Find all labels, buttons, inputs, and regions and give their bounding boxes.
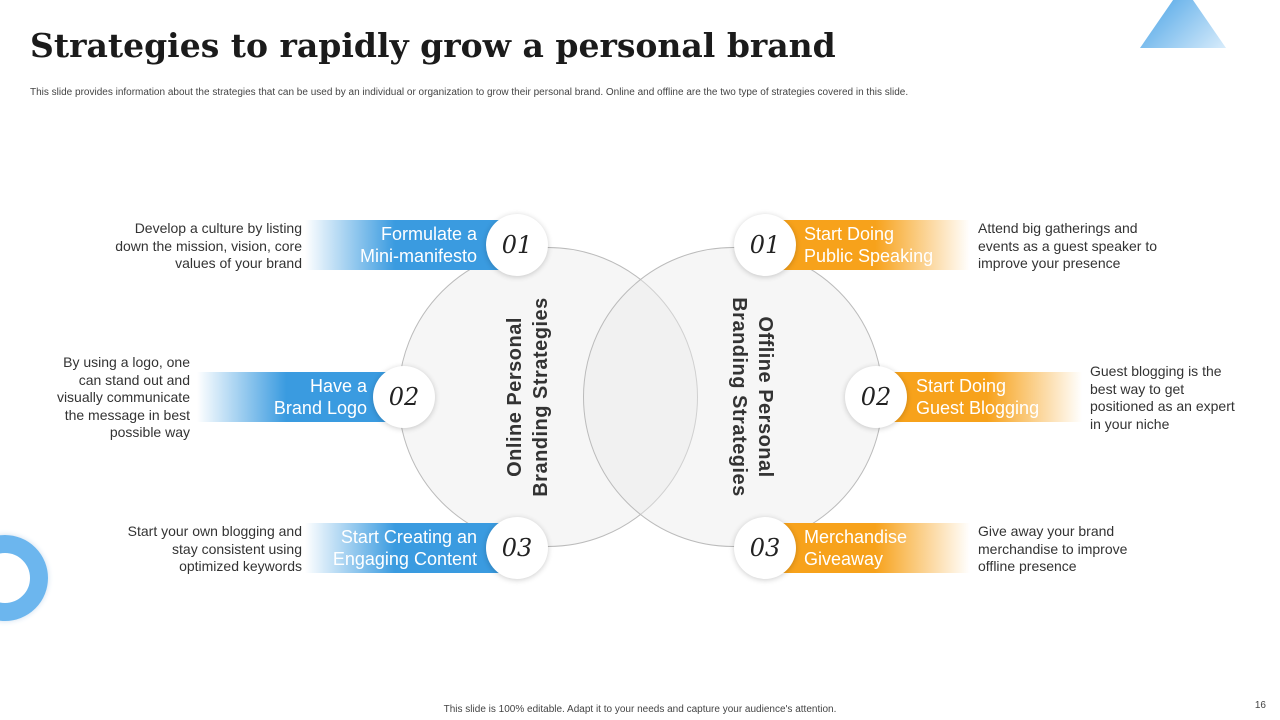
online-item-2-label: Have a Brand Logo <box>197 372 395 422</box>
online-item-1-desc: Develop a culture by listing down the mi… <box>115 220 302 271</box>
online-item-3-label: Start Creating an Engaging Content <box>305 523 505 573</box>
decorative-ring <box>0 535 48 621</box>
online-item-1-number: 01 <box>486 214 548 276</box>
online-heading-line2: Branding Strategies <box>530 297 552 497</box>
online-item-2-number: 02 <box>373 366 435 428</box>
offline-circle <box>583 247 883 547</box>
online-heading-line1: Online Personal <box>504 317 526 477</box>
offline-item-1-label: Start Doing Public Speaking <box>780 220 970 270</box>
offline-item-2-desc: Guest blogging is the best way to get po… <box>1090 363 1235 432</box>
offline-item-2-number: 02 <box>845 366 907 428</box>
page-subtitle: This slide provides information about th… <box>30 87 909 98</box>
online-item-3-number: 03 <box>486 517 548 579</box>
offline-heading-line2: Branding Strategies <box>728 297 750 497</box>
online-item-1-label: Formulate a Mini-manifesto <box>305 220 505 270</box>
offline-heading: Offline Personal Branding Strategies <box>726 247 778 547</box>
offline-item-3-desc: Give away your brand merchandise to impr… <box>978 523 1128 574</box>
offline-item-3-label: Merchandise Giveaway <box>780 523 970 573</box>
online-item-2-desc: By using a logo, one can stand out and v… <box>56 354 190 440</box>
offline-item-3-number: 03 <box>734 517 796 579</box>
online-heading: Online Personal Branding Strategies <box>502 247 554 547</box>
offline-heading-line1: Offline Personal <box>754 316 776 478</box>
decorative-triangle <box>1140 0 1226 48</box>
page-title: Strategies to rapidly grow a personal br… <box>30 26 836 65</box>
online-item-3-desc: Start your own blogging and stay consist… <box>127 523 302 574</box>
offline-item-1-desc: Attend big gatherings and events as a gu… <box>978 220 1157 271</box>
footer-note: This slide is 100% editable. Adapt it to… <box>443 704 837 715</box>
offline-item-1-number: 01 <box>734 214 796 276</box>
offline-item-2-label: Start Doing Guest Blogging <box>892 372 1082 422</box>
page-number: 16 <box>1254 700 1266 711</box>
